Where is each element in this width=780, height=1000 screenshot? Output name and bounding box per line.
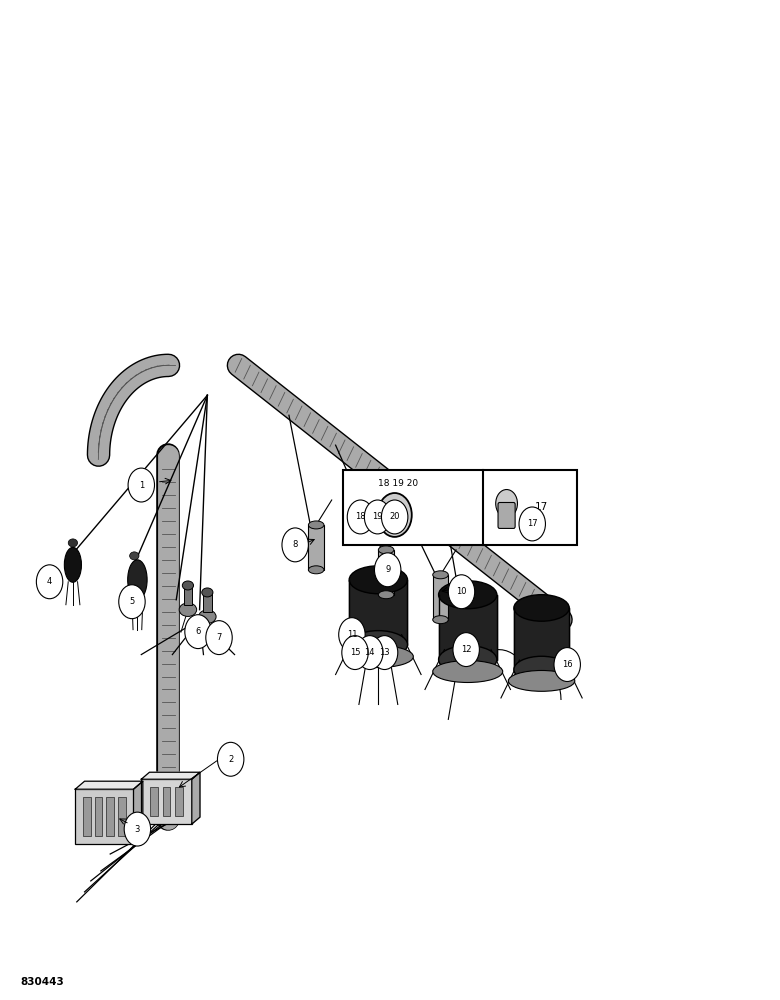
Ellipse shape [355,647,367,657]
Circle shape [496,490,517,517]
Circle shape [347,500,374,534]
Text: 3: 3 [135,825,140,834]
Ellipse shape [308,566,324,574]
Circle shape [381,500,408,534]
Bar [378,550,394,595]
Ellipse shape [343,646,413,668]
Circle shape [378,493,412,537]
Ellipse shape [179,603,197,616]
Bar [94,797,102,836]
Text: 6: 6 [195,627,200,636]
Bar [106,797,114,836]
Ellipse shape [68,539,77,547]
Ellipse shape [433,616,448,624]
Text: 8: 8 [292,540,298,549]
Bar [433,575,448,620]
Ellipse shape [128,560,147,600]
Text: 2: 2 [228,755,233,764]
Circle shape [206,621,232,655]
Bar [203,592,211,612]
Circle shape [519,507,545,541]
Ellipse shape [129,552,139,560]
Text: 17: 17 [527,519,537,528]
Ellipse shape [199,610,216,623]
Bar [118,797,126,836]
Text: 18 19 20: 18 19 20 [378,479,419,488]
Bar [150,787,158,816]
Polygon shape [514,608,569,670]
Ellipse shape [378,546,394,554]
Text: 14: 14 [364,648,375,657]
Ellipse shape [365,647,377,657]
Polygon shape [141,772,200,779]
Circle shape [342,636,368,670]
Ellipse shape [433,571,448,579]
Ellipse shape [349,566,407,594]
Polygon shape [438,595,497,660]
Ellipse shape [183,581,193,590]
Circle shape [448,575,475,609]
Ellipse shape [378,591,394,599]
Ellipse shape [375,647,387,657]
Text: 20: 20 [389,512,400,521]
Text: 19: 19 [372,512,383,521]
Ellipse shape [64,547,81,582]
Bar [343,470,576,545]
Ellipse shape [308,521,324,529]
Circle shape [185,615,211,649]
Text: 7: 7 [216,633,222,642]
Ellipse shape [514,656,569,683]
Ellipse shape [514,595,569,621]
Circle shape [124,812,151,846]
Ellipse shape [433,661,502,682]
Text: 12: 12 [461,645,471,654]
Circle shape [364,500,391,534]
Circle shape [356,636,383,670]
Text: 11: 11 [346,630,357,639]
Circle shape [453,633,480,667]
Text: 9: 9 [385,565,390,574]
Polygon shape [133,781,143,844]
Circle shape [37,565,62,599]
FancyBboxPatch shape [498,502,515,528]
Bar [308,525,324,570]
Circle shape [282,528,308,562]
Polygon shape [192,772,200,824]
Circle shape [339,618,365,652]
Text: 830443: 830443 [21,977,65,987]
FancyBboxPatch shape [141,779,192,824]
Text: 10: 10 [456,587,466,596]
Circle shape [387,505,402,525]
Text: 15: 15 [349,648,360,657]
Text: 1: 1 [139,481,144,490]
Bar [163,787,171,816]
Text: 16: 16 [562,660,573,669]
Ellipse shape [438,646,497,674]
Text: 5: 5 [129,597,135,606]
Text: 17: 17 [535,502,548,512]
Ellipse shape [202,588,213,597]
Polygon shape [349,580,407,645]
Ellipse shape [349,631,407,659]
Circle shape [554,648,580,681]
Circle shape [371,636,398,670]
Bar [176,787,183,816]
Text: 18: 18 [355,512,366,521]
Text: 13: 13 [379,648,390,657]
Circle shape [128,468,154,502]
Circle shape [218,742,244,776]
Circle shape [374,553,401,587]
Ellipse shape [438,581,497,609]
Polygon shape [75,781,143,789]
Circle shape [119,585,145,619]
FancyBboxPatch shape [75,789,133,844]
Text: 4: 4 [47,577,52,586]
Bar [83,797,90,836]
Ellipse shape [509,670,575,691]
Bar [184,585,192,605]
